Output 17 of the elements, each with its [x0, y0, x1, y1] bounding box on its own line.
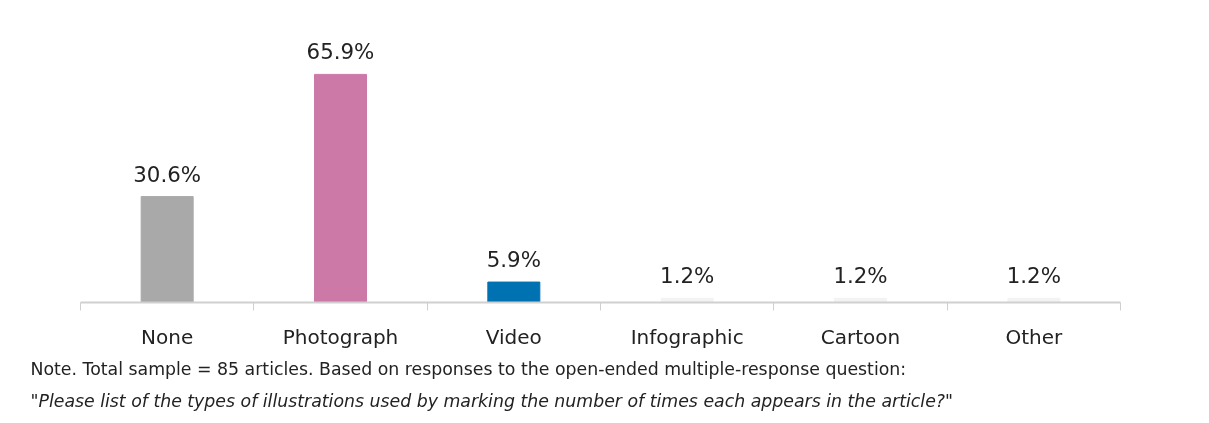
x-tick-label: Cartoon [820, 324, 901, 349]
data-label: 1.2% [1006, 263, 1061, 289]
data-label: 5.9% [486, 247, 541, 273]
x-tick-label: Infographic [630, 324, 744, 349]
text: Note. Total sample = 85 articles. Based on responses to the open-ended multiple-response question: [30, 358, 907, 379]
bar [487, 281, 541, 303]
x-tick-label: None [141, 324, 194, 349]
x-tick-label: Photograph [282, 324, 399, 349]
bar [140, 196, 194, 303]
data-label: 30.6% [133, 161, 202, 187]
data-label: 65.9% [306, 39, 375, 65]
data-label: 1.2% [660, 263, 715, 289]
x-tick-label: Video [485, 324, 542, 349]
data-label: 1.2% [833, 263, 888, 289]
bar [314, 73, 367, 303]
x-tick-label: Other [1005, 324, 1063, 349]
text: "Please list of the types of illustrations used by marking the number of times each appears in the article?" [30, 390, 954, 411]
